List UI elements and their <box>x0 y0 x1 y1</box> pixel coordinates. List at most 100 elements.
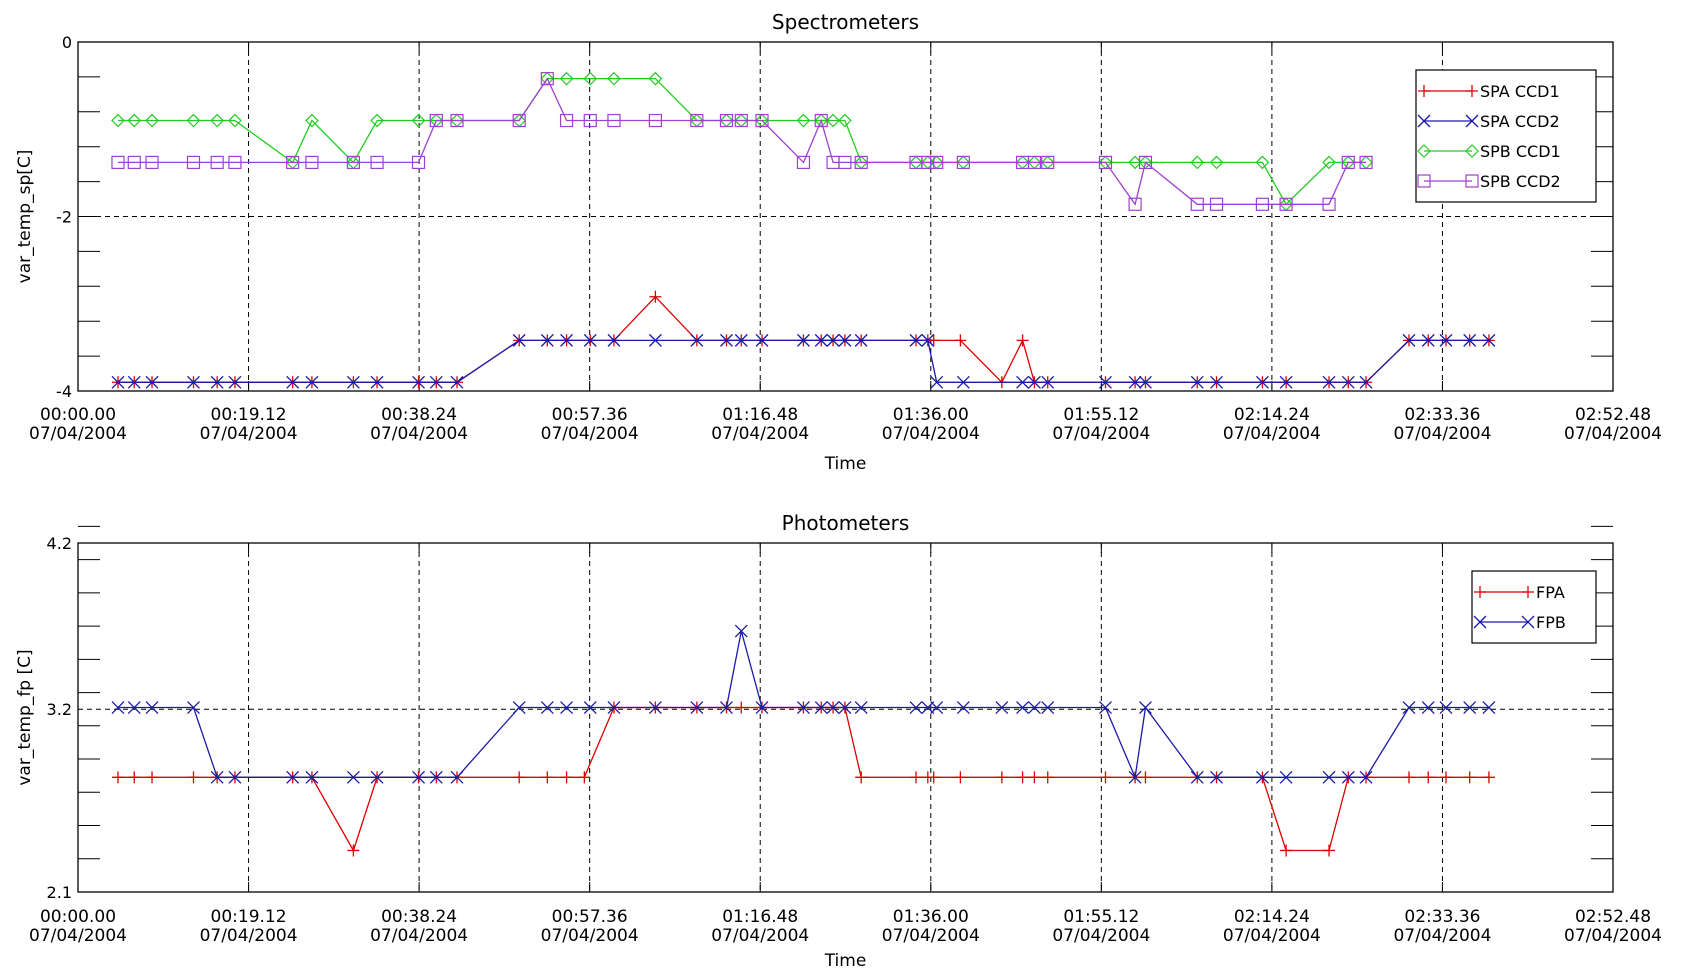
data-point <box>1322 155 1336 170</box>
data-point <box>1482 701 1496 714</box>
data-point <box>560 771 573 784</box>
data-point <box>838 113 852 128</box>
data-point <box>1138 155 1153 170</box>
data-point <box>346 770 360 784</box>
data-point <box>796 113 811 128</box>
x-tick-time-label: 00:57.36 <box>552 907 628 927</box>
x-tick-time-label: 02:52.48 <box>1575 405 1651 425</box>
data-point <box>814 701 828 714</box>
x-tick-time-label: 01:36.00 <box>893 405 969 425</box>
data-point <box>1255 197 1270 211</box>
data-point <box>1016 771 1029 784</box>
x-tick-date-label: 07/04/2004 <box>1393 926 1491 946</box>
legend-label: FPA <box>1536 583 1565 602</box>
data-point <box>111 701 125 714</box>
data-point <box>560 701 574 714</box>
data-point <box>690 701 704 714</box>
data-point <box>540 333 554 347</box>
data-point <box>583 701 597 714</box>
data-point <box>1439 701 1453 714</box>
data-point <box>1190 375 1204 389</box>
x-tick-time-label: 02:14.24 <box>1234 405 1310 425</box>
data-point <box>956 155 970 170</box>
data-point <box>411 113 426 128</box>
x-tick-date-label: 07/04/2004 <box>711 926 809 946</box>
x-tick-date-label: 07/04/2004 <box>541 926 639 946</box>
data-point <box>1138 701 1152 714</box>
legend: SPA CCD1 SPA CCD2 SPB CCD1 SPB CCD2 <box>1415 69 1597 203</box>
data-point <box>1322 375 1336 389</box>
y-tick-label: 3.2 <box>47 700 72 719</box>
x-tick-time-label: 00:00.00 <box>40 907 116 927</box>
data-point <box>187 701 200 714</box>
data-point <box>305 375 319 389</box>
data-point <box>583 71 598 86</box>
data-point <box>854 333 868 347</box>
data-point <box>347 844 360 857</box>
data-point <box>921 333 935 347</box>
data-point <box>796 701 810 714</box>
data-point <box>346 155 360 170</box>
x-tick-time-label: 01:16.48 <box>722 405 798 425</box>
series-fpb <box>111 624 1496 784</box>
x-tick-date-label: 07/04/2004 <box>1564 926 1662 946</box>
data-point <box>1482 771 1495 784</box>
x-tick-date-label: 07/04/2004 <box>1223 926 1321 946</box>
data-point <box>1190 770 1204 784</box>
data-point <box>540 72 554 86</box>
data-point <box>429 113 443 128</box>
data-point <box>450 113 464 128</box>
x-tick-time-label: 01:55.12 <box>1063 405 1139 425</box>
data-point <box>719 113 734 128</box>
data-point <box>648 333 662 347</box>
data-point <box>512 113 526 128</box>
data-point <box>1098 155 1113 170</box>
x-tick-time-label: 00:19.12 <box>211 405 287 425</box>
data-point <box>814 333 828 347</box>
x-tick-time-label: 02:52.48 <box>1575 907 1651 927</box>
data-point <box>540 701 554 714</box>
data-point <box>909 771 922 784</box>
data-point <box>145 155 159 170</box>
x-tick-time-label: 02:33.36 <box>1404 405 1480 425</box>
data-point <box>1016 701 1030 714</box>
data-point <box>854 701 868 714</box>
data-point <box>607 113 621 128</box>
data-point <box>1028 771 1041 784</box>
data-point <box>412 375 425 389</box>
data-point <box>1322 197 1336 211</box>
x-axis-label: Time <box>824 951 867 971</box>
data-point <box>1421 701 1435 714</box>
data-point <box>128 771 141 784</box>
data-point <box>1279 770 1293 784</box>
data-point <box>1190 155 1205 170</box>
x-tick-time-label: 00:38.24 <box>381 907 457 927</box>
y-tick-label: 2.1 <box>47 883 72 902</box>
data-point <box>305 770 319 784</box>
data-point <box>921 155 935 170</box>
data-point <box>1210 770 1223 784</box>
legend-marker <box>1465 144 1479 158</box>
data-point <box>838 155 852 170</box>
photometers-chart: Photometers4.23.22.100:00.0007/04/200400… <box>15 511 1662 971</box>
data-point <box>1341 155 1355 170</box>
data-point <box>228 113 242 128</box>
data-point <box>954 334 967 347</box>
data-point <box>145 701 159 714</box>
data-point <box>286 375 300 389</box>
x-tick-date-label: 07/04/2004 <box>1052 926 1150 946</box>
data-point <box>826 333 840 347</box>
data-point <box>1359 770 1373 784</box>
data-point <box>1099 375 1112 389</box>
series-line <box>118 77 1366 206</box>
data-point <box>111 113 125 128</box>
data-point <box>1027 701 1041 714</box>
data-point <box>796 333 810 347</box>
data-point <box>1359 155 1373 170</box>
x-tick-time-label: 01:55.12 <box>1063 907 1139 927</box>
data-point <box>1439 333 1453 347</box>
legend-marker <box>1417 144 1431 158</box>
data-point <box>1128 770 1142 784</box>
y-tick-label: 0 <box>62 33 72 52</box>
data-point <box>1255 770 1269 784</box>
